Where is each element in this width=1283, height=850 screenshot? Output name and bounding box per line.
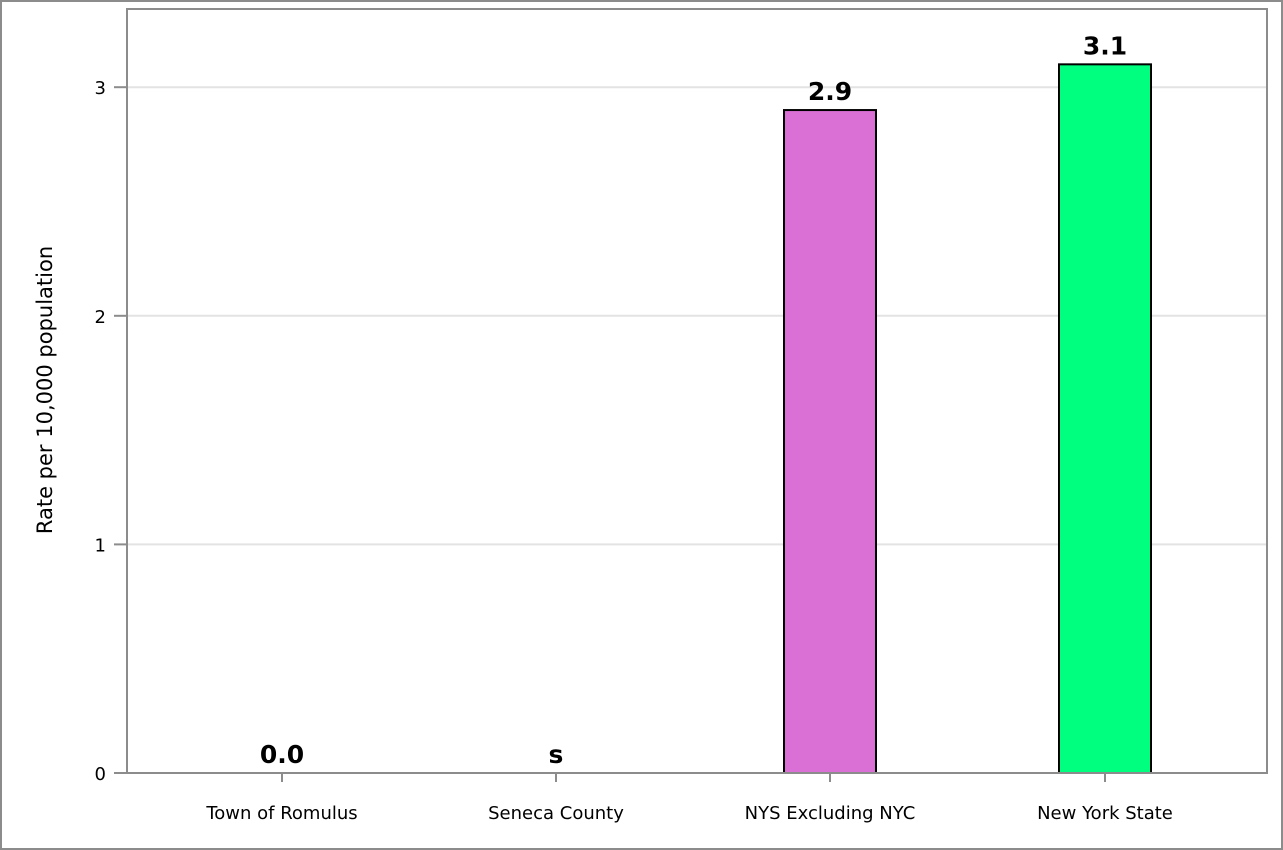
bar-3 (1058, 63, 1152, 774)
x-tick-label-0: Town of Romulus (205, 803, 357, 824)
y-axis-ticks: 0 1 2 3 (95, 78, 127, 785)
data-label-2: 2.9 (808, 77, 852, 106)
data-label-0: 0.0 (260, 740, 304, 769)
y-tick-label-2: 2 (95, 307, 106, 328)
x-tick-label-3: New York State (1037, 803, 1173, 824)
y-tick-label-3: 3 (95, 78, 106, 99)
x-axis-ticks: Town of Romulus Seneca County NYS Excludin… (205, 773, 1173, 824)
y-axis-title: Rate per 10,000 population (33, 246, 57, 534)
y-tick-label-0: 0 (95, 764, 106, 785)
x-tick-label-1: Seneca County (488, 803, 624, 824)
bar-2 (783, 109, 877, 774)
data-label-3: 3.1 (1083, 31, 1127, 60)
y-tick-label-1: 1 (95, 535, 106, 556)
x-tick-label-2: NYS Excluding NYC (745, 803, 916, 824)
bars (783, 63, 1152, 774)
data-labels: 0.0 s 2.9 3.1 (260, 31, 1127, 769)
data-label-1: s (549, 740, 564, 769)
